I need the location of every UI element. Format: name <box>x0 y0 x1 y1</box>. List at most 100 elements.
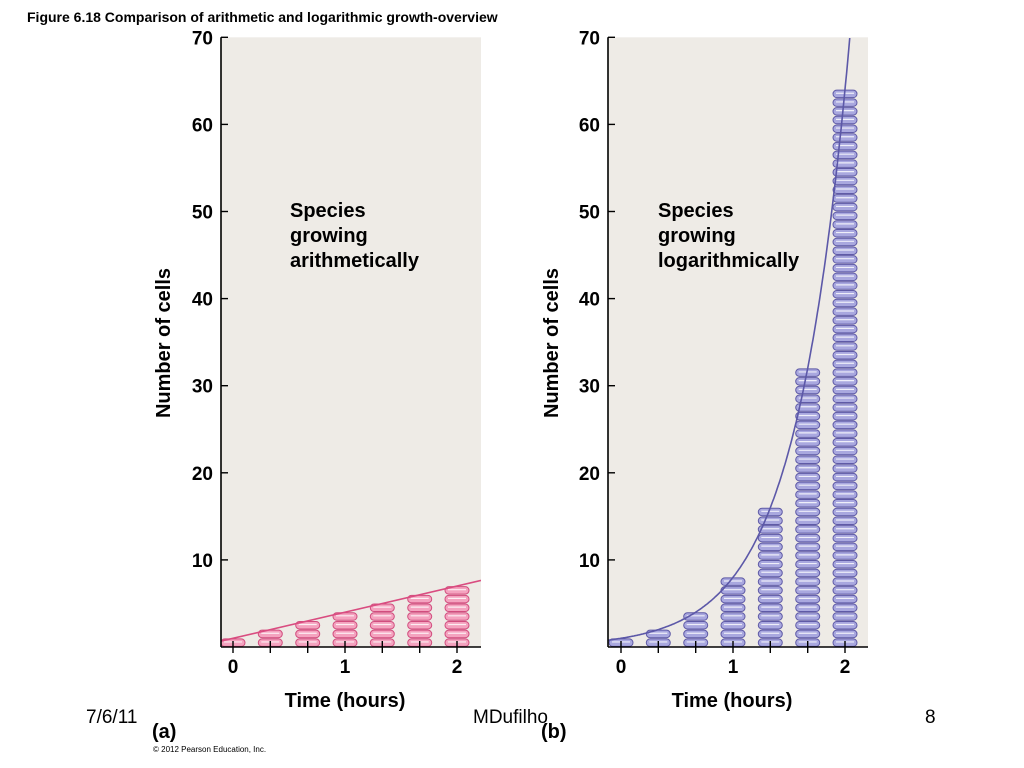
cell <box>795 603 821 613</box>
annotation-line: Species <box>658 200 734 222</box>
annotation-line: Species <box>290 200 366 222</box>
cell <box>795 490 821 499</box>
cell <box>832 298 858 308</box>
cell <box>683 620 709 630</box>
cell <box>832 307 858 316</box>
trend-line <box>608 38 851 641</box>
x-tick-label: 2 <box>452 657 463 678</box>
cell <box>369 612 395 621</box>
cell <box>795 516 821 525</box>
plot-background <box>221 37 481 648</box>
cell <box>795 551 821 560</box>
cell <box>832 359 858 369</box>
slide-title: Figure 6.18 Comparison of arithmetic and… <box>27 9 498 25</box>
cell <box>795 560 821 569</box>
bar-1 <box>720 577 746 647</box>
cell <box>832 603 858 613</box>
cell <box>832 481 858 491</box>
cell <box>832 586 858 595</box>
x-axis-label: Time (hours) <box>285 690 406 712</box>
cell <box>407 612 433 621</box>
bar-2 <box>444 586 470 647</box>
bar-2 <box>832 89 858 647</box>
cell <box>832 411 858 421</box>
cell <box>295 629 321 639</box>
cell <box>757 542 783 552</box>
cell <box>832 194 858 203</box>
y-tick-label: 60 <box>192 115 213 136</box>
cell <box>407 603 433 613</box>
y-axis-label: Number of cells <box>153 268 175 418</box>
cell <box>757 620 783 630</box>
cell <box>407 629 433 639</box>
panel-label: (b) <box>541 721 567 743</box>
cell <box>832 446 858 456</box>
plot-background <box>608 37 868 648</box>
cell <box>832 560 858 569</box>
y-tick-label: 70 <box>579 28 600 49</box>
cell <box>832 525 858 534</box>
cell <box>832 472 858 482</box>
cell <box>832 211 858 221</box>
cell <box>832 542 858 552</box>
cell <box>832 385 858 395</box>
cell <box>795 429 821 438</box>
cell <box>832 141 858 151</box>
bar-1.667 <box>407 594 433 647</box>
cell <box>720 612 746 621</box>
cell <box>795 594 821 604</box>
cell <box>795 420 821 430</box>
annotation-line: growing <box>658 225 736 247</box>
cell <box>795 481 821 491</box>
cell <box>720 620 746 630</box>
cell <box>795 507 821 517</box>
cell <box>832 316 858 325</box>
cell <box>832 568 858 578</box>
cell <box>832 124 858 134</box>
copyright-notice: © 2012 Pearson Education, Inc. <box>153 745 267 754</box>
cell <box>832 246 858 255</box>
cell <box>832 394 858 404</box>
cell <box>795 455 821 464</box>
cell <box>720 629 746 639</box>
cell <box>407 620 433 630</box>
cell <box>832 98 858 107</box>
cell <box>832 620 858 630</box>
cell <box>832 107 858 116</box>
y-tick-label: 10 <box>579 551 600 572</box>
cell <box>832 115 858 125</box>
cell <box>757 568 783 578</box>
x-tick-label: 0 <box>616 657 627 678</box>
cell <box>795 446 821 456</box>
cell <box>795 472 821 482</box>
x-tick-label: 0 <box>228 657 239 678</box>
chart-panel-arithmetic: 10 20 30 40 50 60 70 0 1 2 Time (hours) Number of c… <box>152 28 481 743</box>
cell <box>795 403 821 412</box>
cell <box>757 551 783 560</box>
cell <box>332 629 358 639</box>
cell <box>832 577 858 586</box>
cell <box>832 455 858 464</box>
cell <box>832 342 858 351</box>
cell <box>795 385 821 395</box>
cell <box>832 150 858 160</box>
cell <box>757 612 783 621</box>
chart-panel-logarithmic: 10 20 30 40 50 60 70 0 1 2 Time (hours) Number of c… <box>541 28 868 743</box>
y-tick-label: 20 <box>579 464 600 485</box>
y-tick-label: 40 <box>579 290 600 311</box>
x-tick-label: 2 <box>840 657 851 678</box>
cell <box>757 629 783 639</box>
y-tick-label: 30 <box>579 377 600 398</box>
cell <box>444 620 470 630</box>
cell <box>795 499 821 508</box>
cell <box>444 594 470 604</box>
footer-date: 7/6/11 <box>86 707 138 728</box>
cell <box>795 525 821 534</box>
cell <box>832 229 858 238</box>
cell <box>832 255 858 264</box>
cell <box>795 542 821 552</box>
cell <box>369 620 395 630</box>
cell <box>832 594 858 604</box>
cell <box>795 612 821 621</box>
